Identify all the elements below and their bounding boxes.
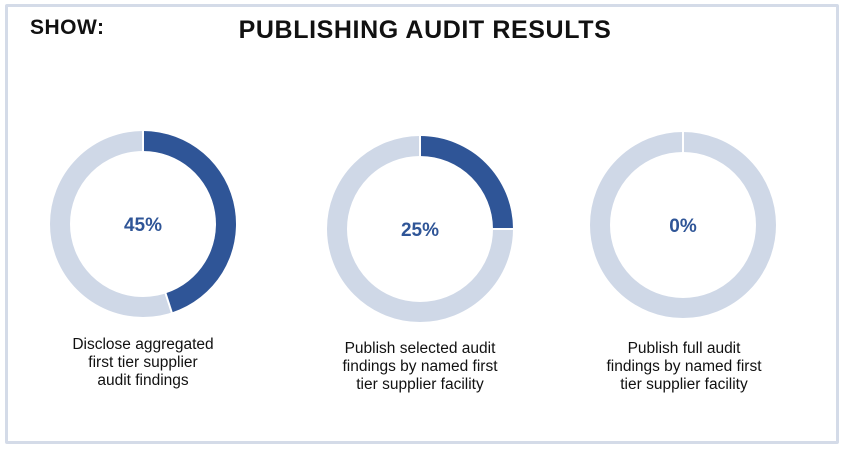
caption-line: findings by named first (606, 358, 762, 375)
donut-caption-full: Publish full audit findings by named fir… (584, 340, 784, 394)
caption-line: Publish full audit (627, 340, 741, 357)
caption-line: Disclose aggregated (72, 336, 214, 353)
chart-title: PUBLISHING AUDIT RESULTS (238, 16, 612, 44)
donut-value-label-0: 45% (124, 215, 162, 236)
caption-line: audit findings (97, 372, 189, 389)
caption-line: findings by named first (342, 358, 498, 375)
donut-caption-selected: Publish selected audit findings by named… (320, 340, 520, 394)
caption-line: Publish selected audit (344, 340, 496, 357)
donut-value-label-2: 0% (669, 216, 697, 237)
donut-caption-aggregated: Disclose aggregated first tier supplier … (43, 336, 243, 390)
caption-line: first tier supplier (88, 354, 198, 371)
donut-separator-0-1 (164, 292, 173, 314)
donut-value-label-1: 25% (401, 220, 439, 241)
show-label: SHOW: (30, 16, 105, 39)
chart-frame (5, 4, 839, 444)
caption-line: tier supplier facility (620, 376, 748, 393)
donut-value-arc-1 (420, 136, 513, 229)
caption-line: tier supplier facility (356, 376, 484, 393)
donut-value-arc-0 (143, 131, 236, 313)
